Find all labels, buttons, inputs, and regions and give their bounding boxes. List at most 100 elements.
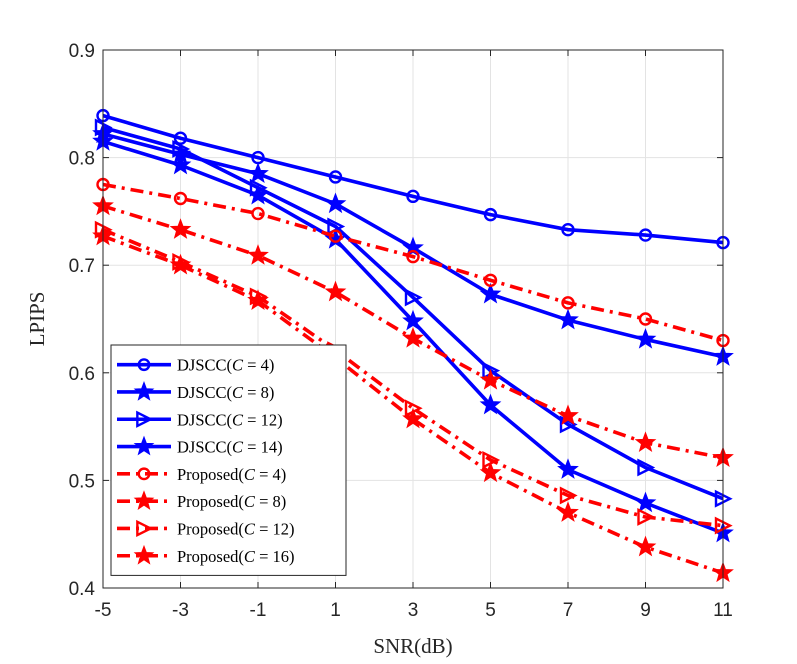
legend-label: Proposed(C = 16) bbox=[177, 547, 295, 566]
legend-label: Proposed(C = 4) bbox=[177, 465, 286, 484]
legend-entry: DJSCC(C = 4) bbox=[117, 356, 274, 375]
data-point bbox=[172, 140, 191, 158]
y-tick-label: 0.8 bbox=[69, 149, 95, 170]
legend-label: Proposed(C = 12) bbox=[177, 519, 295, 538]
legend-marker bbox=[133, 435, 155, 456]
legend-entry: DJSCC(C = 12) bbox=[117, 410, 283, 429]
data-point bbox=[479, 393, 502, 415]
data-point bbox=[634, 328, 657, 349]
y-tick-label: 0.4 bbox=[69, 579, 96, 600]
data-point bbox=[402, 407, 424, 429]
x-tick-label: 9 bbox=[640, 600, 651, 621]
legend-label-value: = 4) bbox=[255, 465, 286, 484]
x-tick-label: -1 bbox=[250, 600, 267, 621]
data-point bbox=[169, 218, 192, 239]
legend-label-value: = 12) bbox=[255, 519, 295, 538]
data-point bbox=[247, 162, 269, 183]
legend-label-prefix: DJSCC( bbox=[177, 356, 232, 375]
data-point bbox=[247, 183, 269, 205]
legend-label-prefix: Proposed( bbox=[177, 492, 244, 511]
legend-entry: Proposed(C = 12) bbox=[117, 519, 295, 538]
legend-entry: Proposed(C = 16) bbox=[117, 544, 295, 566]
data-point bbox=[479, 368, 502, 390]
data-point bbox=[251, 206, 265, 221]
y-tick-label: 0.9 bbox=[69, 41, 95, 62]
x-tick-label: 3 bbox=[408, 600, 419, 621]
data-point bbox=[634, 491, 657, 513]
data-point bbox=[559, 415, 578, 434]
legend-label: Proposed(C = 8) bbox=[177, 492, 286, 511]
legend-marker bbox=[133, 381, 155, 401]
data-point bbox=[634, 431, 657, 452]
data-point bbox=[402, 309, 424, 331]
legend-marker bbox=[133, 544, 155, 565]
tick-labels: -5 -3 -1 1 3 5 7 9 11 0.4 0.5 0.6 0.7 0.8 0.9 bbox=[69, 41, 733, 621]
series-line bbox=[102, 182, 724, 343]
data-point bbox=[402, 326, 424, 348]
data-point bbox=[637, 458, 656, 477]
data-point bbox=[483, 273, 498, 287]
data-point bbox=[479, 282, 502, 304]
legend-label-value: = 8) bbox=[255, 492, 286, 511]
legend-label: DJSCC(C = 14) bbox=[177, 438, 283, 457]
x-tick-label: -5 bbox=[95, 600, 112, 621]
data-point bbox=[328, 170, 343, 184]
data-point bbox=[247, 289, 269, 310]
legend-label-value: = 12) bbox=[243, 410, 283, 429]
x-tick-label: -3 bbox=[172, 600, 189, 621]
legend-entry: Proposed(C = 4) bbox=[117, 465, 286, 484]
data-point bbox=[634, 535, 657, 557]
data-point bbox=[637, 508, 656, 526]
x-tick-label: 11 bbox=[713, 600, 733, 621]
x-tick-label: 1 bbox=[330, 600, 341, 621]
legend-marker bbox=[136, 410, 154, 428]
data-point bbox=[557, 501, 579, 522]
legend-label: DJSCC(C = 4) bbox=[177, 356, 274, 375]
legend-label: DJSCC(C = 12) bbox=[177, 410, 283, 429]
legend-marker bbox=[137, 467, 151, 481]
series-line bbox=[102, 113, 724, 245]
legend-label-variable: C bbox=[244, 547, 256, 566]
legend-label-value: = 16) bbox=[255, 547, 295, 566]
data-point bbox=[406, 249, 420, 264]
data-point bbox=[557, 404, 579, 426]
data-point bbox=[483, 207, 498, 222]
legend-label-prefix: Proposed( bbox=[177, 547, 244, 566]
data-point bbox=[479, 461, 502, 483]
legend-label-variable: C bbox=[244, 519, 256, 538]
data-point bbox=[557, 458, 579, 479]
legend-label-prefix: Proposed( bbox=[177, 519, 244, 538]
legend-label-variable: C bbox=[232, 438, 244, 457]
data-point bbox=[169, 253, 192, 275]
legend-label-variable: C bbox=[232, 356, 244, 375]
data-point bbox=[561, 296, 575, 310]
legend-marker bbox=[136, 519, 154, 538]
legend-label-prefix: Proposed( bbox=[177, 465, 244, 484]
legend-entry: Proposed(C = 8) bbox=[117, 490, 286, 511]
legend-marker bbox=[133, 490, 155, 510]
legend-entry: DJSCC(C = 8) bbox=[117, 381, 274, 402]
x-tick-label: 7 bbox=[563, 600, 574, 621]
data-point bbox=[638, 228, 653, 242]
data-point bbox=[173, 191, 188, 206]
legend-entry: DJSCC(C = 14) bbox=[117, 435, 283, 457]
legend-label: DJSCC(C = 8) bbox=[177, 383, 274, 402]
legend-label-value: = 14) bbox=[243, 438, 283, 457]
data-point bbox=[559, 486, 578, 505]
data-point bbox=[561, 222, 575, 237]
data-point bbox=[406, 189, 420, 204]
legend-label-value: = 8) bbox=[243, 383, 274, 402]
series-line bbox=[102, 125, 724, 501]
legend-label-variable: C bbox=[232, 410, 244, 429]
data-point bbox=[638, 312, 653, 326]
legend-label-prefix: DJSCC( bbox=[177, 383, 232, 402]
legend-label-prefix: DJSCC( bbox=[177, 410, 232, 429]
legend-label-value: = 4) bbox=[243, 356, 274, 375]
x-axis-title: SNR(dB) bbox=[373, 634, 452, 658]
x-tick-label: 5 bbox=[485, 600, 496, 621]
legend-label-variable: C bbox=[244, 465, 256, 484]
axes-frame bbox=[102, 49, 724, 589]
y-tick-label: 0.7 bbox=[69, 256, 95, 277]
